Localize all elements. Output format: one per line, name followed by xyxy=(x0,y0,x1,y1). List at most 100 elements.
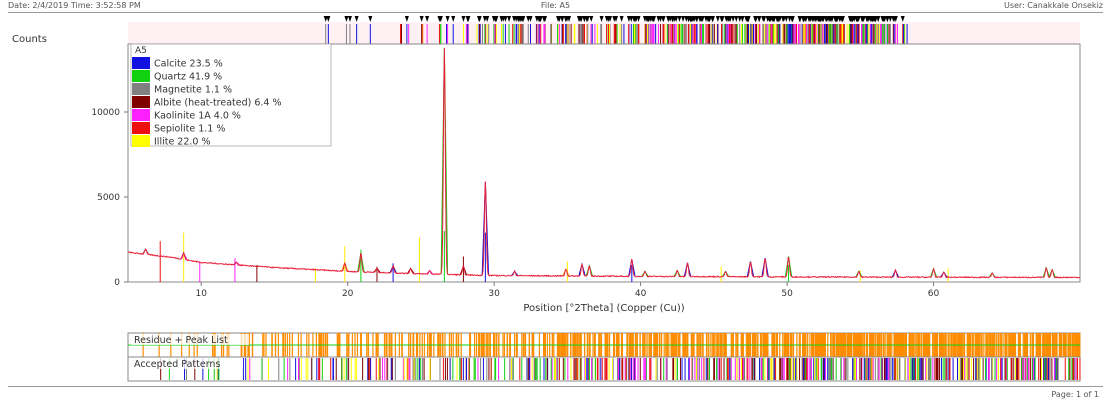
residue-label-bg xyxy=(131,334,249,345)
reference-marker xyxy=(833,16,838,22)
reference-marker xyxy=(419,16,424,22)
reference-marker xyxy=(557,16,562,22)
reference-marker xyxy=(677,16,682,22)
legend-label: Sepiolite 1.1 % xyxy=(154,124,225,135)
reference-marker xyxy=(323,16,328,22)
x-axis-label: Position [°2Theta] (Copper (Cu)) xyxy=(523,303,684,314)
reference-marker xyxy=(695,16,700,22)
legend-label: Quartz 41.9 % xyxy=(154,72,222,83)
reference-marker xyxy=(541,16,546,22)
reference-marker xyxy=(850,16,855,22)
reference-marker xyxy=(507,16,512,22)
reference-marker xyxy=(784,16,789,22)
reference-strip xyxy=(128,16,1080,44)
reference-marker xyxy=(437,16,442,22)
legend-swatch xyxy=(132,135,150,147)
y-tick-label: 0 xyxy=(114,278,120,288)
reference-marker xyxy=(656,16,661,22)
report-user: User: Canakkale Onsekiz xyxy=(1003,1,1103,10)
y-axis-label: Counts xyxy=(12,34,47,45)
reference-marker xyxy=(681,16,686,22)
phase-peak xyxy=(562,267,570,277)
phase-peak xyxy=(784,256,793,277)
reference-marker xyxy=(731,16,736,22)
reference-marker xyxy=(789,16,794,22)
residue-panel-label: Residue + Peak List xyxy=(134,335,228,346)
reference-marker xyxy=(871,16,876,22)
report-file-name: File: A5 xyxy=(540,1,571,10)
reference-marker xyxy=(780,16,785,22)
reference-marker xyxy=(824,16,829,22)
reference-marker xyxy=(813,16,818,22)
reference-marker xyxy=(344,16,349,22)
reference-marker xyxy=(829,16,834,22)
reference-marker xyxy=(734,16,739,22)
legend-label: Kaolinite 1A 4.0 % xyxy=(154,111,241,122)
reference-marker xyxy=(477,16,482,22)
reference-marker xyxy=(864,16,869,22)
reference-strip-bg xyxy=(128,22,1080,44)
phase-peak xyxy=(746,261,755,277)
reference-marker xyxy=(650,16,655,22)
reference-marker xyxy=(888,16,893,22)
accepted-patterns-panel: Accepted Patterns xyxy=(127,356,1081,382)
reference-marker xyxy=(629,16,634,22)
reference-marker xyxy=(465,16,470,22)
reference-marker xyxy=(816,16,821,22)
x-tick-label: 60 xyxy=(928,289,940,299)
reference-marker xyxy=(499,16,504,22)
reference-marker xyxy=(697,16,702,22)
phase-peak xyxy=(357,253,365,272)
reference-marker xyxy=(720,16,725,22)
reference-marker xyxy=(599,16,604,22)
legend-sample-title: A5 xyxy=(135,46,147,56)
reference-marker xyxy=(715,16,720,22)
reference-marker xyxy=(516,16,521,22)
reference-marker xyxy=(632,16,637,22)
reference-marker xyxy=(840,16,845,22)
reference-marker xyxy=(451,16,456,22)
legend-swatch xyxy=(132,83,150,95)
legend-label: Magnetite 1.1 % xyxy=(154,85,232,96)
reference-marker xyxy=(404,16,409,22)
axes: 10 20 30 40 50 60 0 5000 10000 xyxy=(91,108,939,299)
reference-marker xyxy=(564,16,569,22)
reference-marker xyxy=(807,16,812,22)
reference-marker xyxy=(892,16,897,22)
reference-marker xyxy=(753,16,758,22)
legend-label: Illite 22.0 % xyxy=(154,137,211,148)
phase-peak xyxy=(761,258,769,277)
reference-marker xyxy=(801,16,806,22)
reference-marker xyxy=(494,16,499,22)
reference-marker xyxy=(368,16,373,22)
reference-marker xyxy=(425,16,430,22)
reference-marker xyxy=(485,16,490,22)
accepted-label-bg xyxy=(131,358,243,369)
legend-swatch xyxy=(132,57,150,69)
reference-marker xyxy=(606,16,611,22)
residue-panel: Residue + Peak List xyxy=(127,332,1081,358)
reference-marker xyxy=(661,16,666,22)
reference-marker xyxy=(689,16,694,22)
reference-marker xyxy=(757,16,762,22)
legend-label: Albite (heat-treated) 6.4 % xyxy=(154,98,282,109)
reference-marker xyxy=(746,16,751,22)
reference-marker xyxy=(326,16,331,22)
reference-marker xyxy=(560,16,565,22)
legend: A5 Calcite 23.5 % Quartz 41.9 % Magnetite … xyxy=(130,43,332,148)
reference-marker xyxy=(636,16,641,22)
y-tick-label: 10000 xyxy=(91,108,120,118)
reference-marker xyxy=(762,16,767,22)
legend-box xyxy=(130,43,332,147)
reference-marker xyxy=(737,16,742,22)
x-tick-label: 10 xyxy=(196,289,208,299)
legend-swatch xyxy=(132,70,150,82)
reference-marker xyxy=(765,16,770,22)
legend-label: Calcite 23.5 % xyxy=(154,59,223,70)
reference-marker xyxy=(347,16,352,22)
x-tick-label: 20 xyxy=(342,289,354,299)
footer-divider xyxy=(8,386,1103,387)
reference-marker xyxy=(537,16,542,22)
reference-marker xyxy=(461,16,466,22)
